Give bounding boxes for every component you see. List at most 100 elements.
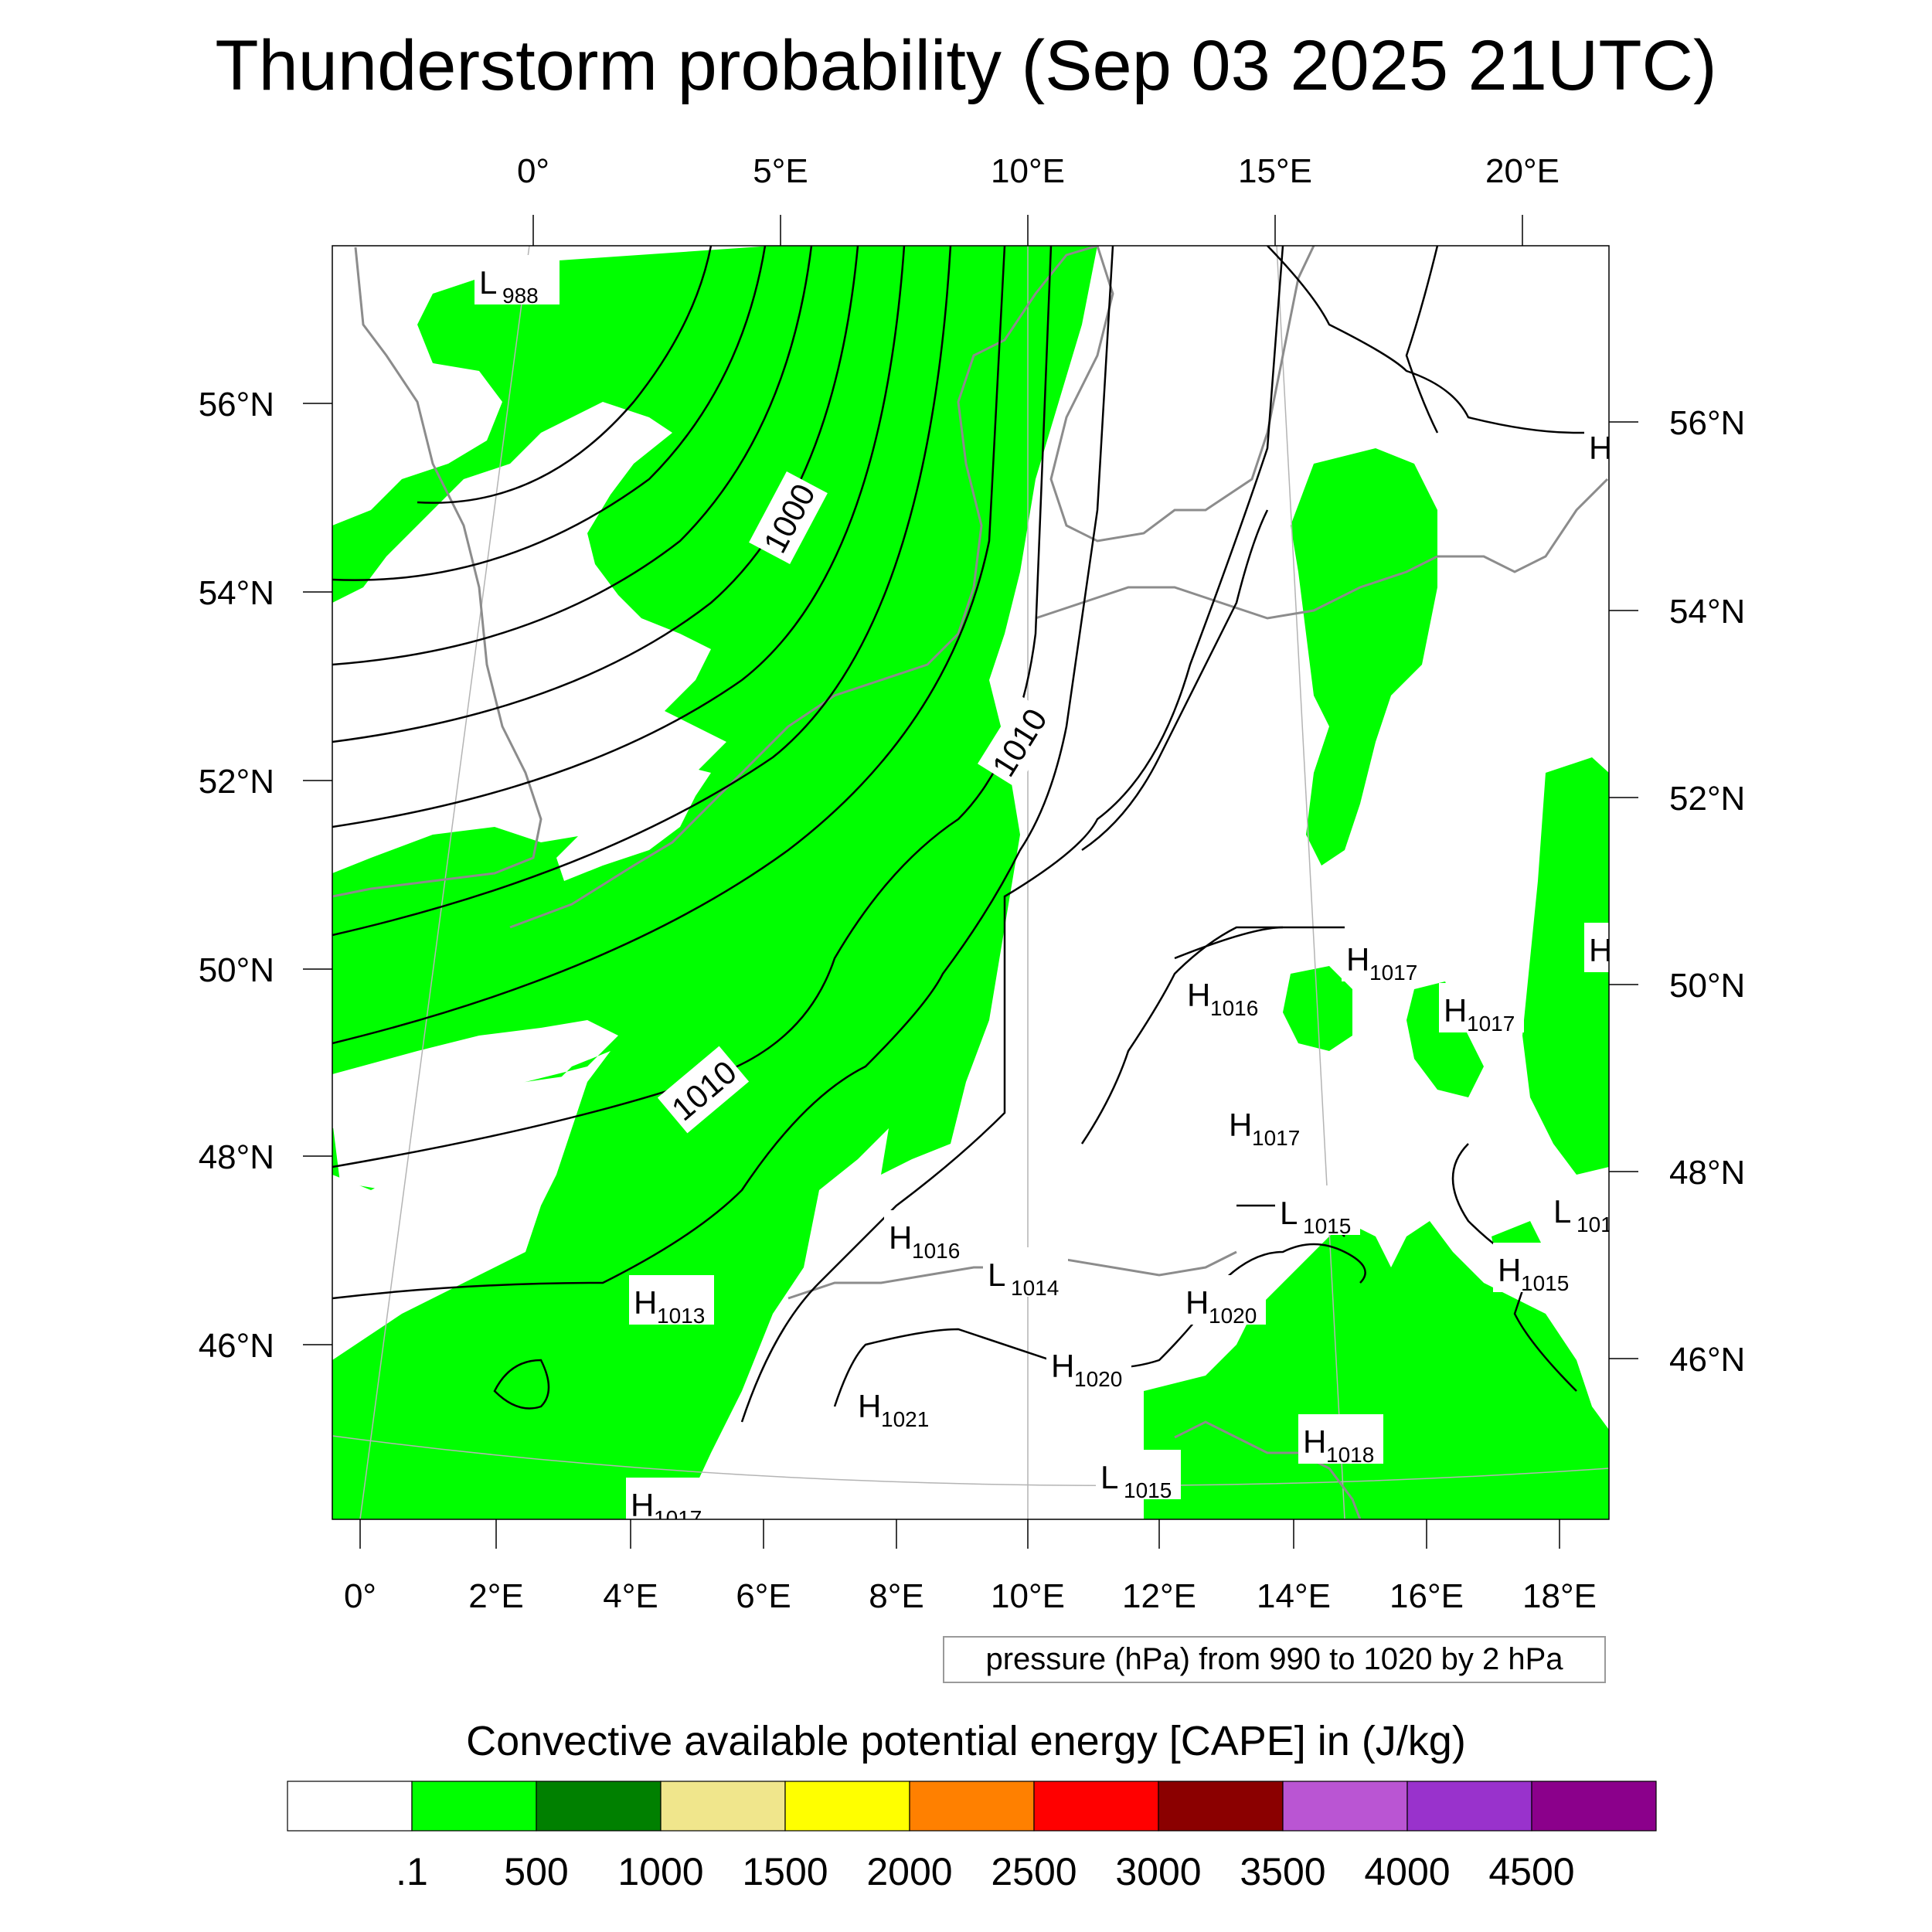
svg-text:H: H: [1498, 1252, 1521, 1288]
isobar-13: [1267, 246, 1609, 434]
isobar-10: [1081, 509, 1269, 852]
svg-text:H: H: [1589, 430, 1612, 466]
pressure-center-label: H 1017: [1224, 1097, 1309, 1150]
bottom-lon-label: 4°E: [603, 1577, 658, 1615]
pressure-center-label: H 1016: [1182, 968, 1267, 1020]
colorbar-swatch: [1282, 1781, 1408, 1832]
bottom-lon-label: 0°: [344, 1577, 376, 1615]
svg-text:L: L: [479, 264, 497, 301]
cape-region-slovakia: [1406, 981, 1484, 1097]
top-lon-label: 0°: [517, 152, 549, 190]
svg-text:1021: 1021: [881, 1407, 929, 1431]
svg-text:H: H: [889, 1219, 912, 1256]
pressure-center-label: H 1015: [1493, 1243, 1578, 1295]
isobar-16: [833, 1243, 1366, 1407]
bottom-lon-label: 6°E: [736, 1577, 791, 1615]
pressure-center-label: L 988: [474, 255, 560, 308]
isobar-14: [1405, 246, 1439, 434]
colorbar-label: 4000: [1364, 1850, 1450, 1893]
colorbar-swatch: [1531, 1781, 1657, 1832]
left-lat-label: 54°N: [199, 574, 274, 612]
cape-region-baltic-poland: [1291, 448, 1437, 866]
svg-text:H: H: [1185, 1284, 1209, 1321]
coast-britain: [332, 247, 543, 898]
colorbar-swatch: [909, 1781, 1035, 1832]
svg-text:1016: 1016: [912, 1239, 960, 1263]
meridian-0: [359, 246, 530, 1519]
pressure-note: pressure (hPa) from 990 to 1020 by 2 hPa: [943, 1636, 1606, 1683]
cape-region-west-band: [332, 246, 1097, 1519]
bottom-lon-label: 10°E: [991, 1577, 1065, 1615]
isobar-0: [417, 246, 713, 504]
map-frame: [332, 245, 1610, 1520]
svg-text:1013: 1013: [657, 1304, 705, 1328]
svg-text:H: H: [1303, 1423, 1326, 1460]
colorbar-swatch: [536, 1781, 662, 1832]
isobar-12: [1174, 926, 1284, 960]
pressure-center-label: H 1020: [1046, 1338, 1131, 1391]
axis-ticks: [303, 215, 1638, 1549]
svg-text:H: H: [1051, 1348, 1074, 1384]
coast-baltic-east: [1437, 478, 1609, 573]
svg-text:H: H: [1589, 932, 1612, 968]
isobar-9: [740, 246, 1284, 1423]
pressure-center-label: H 1017: [1439, 983, 1524, 1036]
page-title: Thunderstorm probability (Sep 03 2025 21…: [215, 26, 1717, 105]
right-lat-label: 50°N: [1669, 967, 1745, 1005]
pressure-center-label: L 1014: [983, 1247, 1068, 1300]
top-lon-label: 20°E: [1485, 152, 1560, 190]
colorbar-swatch: [660, 1781, 786, 1832]
coast-sweden: [1049, 246, 1315, 543]
left-lat-label: 48°N: [199, 1138, 274, 1176]
right-lat-label: 46°N: [1669, 1341, 1745, 1379]
bottom-lon-label: 12°E: [1122, 1577, 1196, 1615]
pressure-center-label: H: [1584, 923, 1612, 972]
colorbar-title: Convective available potential energy [C…: [466, 1718, 1466, 1764]
pressure-center-label: H 1013: [629, 1275, 714, 1328]
svg-text:L: L: [1100, 1459, 1118, 1495]
cape-region-north-clear: [332, 246, 495, 526]
svg-text:H: H: [1346, 941, 1369, 978]
svg-text:1017: 1017: [1467, 1012, 1515, 1036]
pressure-center-label: H 1018: [1298, 1414, 1383, 1467]
top-lon-label: 5°E: [753, 152, 808, 190]
colorbar-label: 3000: [1115, 1850, 1201, 1893]
left-lat-label: 50°N: [199, 951, 274, 989]
svg-text:1017: 1017: [654, 1506, 702, 1530]
colorbar-label: 500: [504, 1850, 568, 1893]
isobar-8: [332, 246, 1114, 1300]
svg-text:H: H: [858, 1388, 881, 1424]
svg-text:1015: 1015: [1303, 1214, 1351, 1238]
pressure-center-label: H: [1584, 420, 1612, 470]
pressure-center-label: L 1015: [1275, 1185, 1360, 1238]
isobar-18: [493, 1359, 550, 1410]
svg-text:1017: 1017: [1252, 1126, 1300, 1150]
top-lon-label: 10°E: [991, 152, 1065, 190]
colorbar-label: 3500: [1240, 1850, 1325, 1893]
right-lat-label: 48°N: [1669, 1154, 1745, 1192]
pressure-center-label: L 101: [1549, 1184, 1609, 1236]
svg-text:1018: 1018: [1326, 1443, 1374, 1467]
isobar-5: [332, 246, 952, 937]
pressure-center-label: H 1017: [1342, 932, 1427, 985]
pressure-center-label: H 1021: [853, 1379, 938, 1431]
colorbar-label: 1000: [617, 1850, 703, 1893]
svg-text:1016: 1016: [1210, 996, 1258, 1020]
coast-adriatic: [1174, 1420, 1362, 1519]
cape-region-east-edge: [1522, 757, 1609, 1175]
svg-text:L: L: [1280, 1195, 1298, 1231]
isobar-6: [332, 246, 1006, 1045]
left-lat-label: 46°N: [199, 1327, 274, 1365]
coast-continent: [509, 246, 1098, 929]
svg-text:H: H: [1229, 1107, 1252, 1143]
graticule: [332, 246, 1609, 1519]
pressure-center-label: H 1016: [884, 1210, 969, 1263]
svg-text:L: L: [988, 1257, 1005, 1293]
colorbar-swatch: [784, 1781, 910, 1832]
isobar-value-label: 1000: [749, 471, 828, 564]
colorbar-label: 1500: [742, 1850, 828, 1893]
bottom-lon-label: 18°E: [1522, 1577, 1597, 1615]
